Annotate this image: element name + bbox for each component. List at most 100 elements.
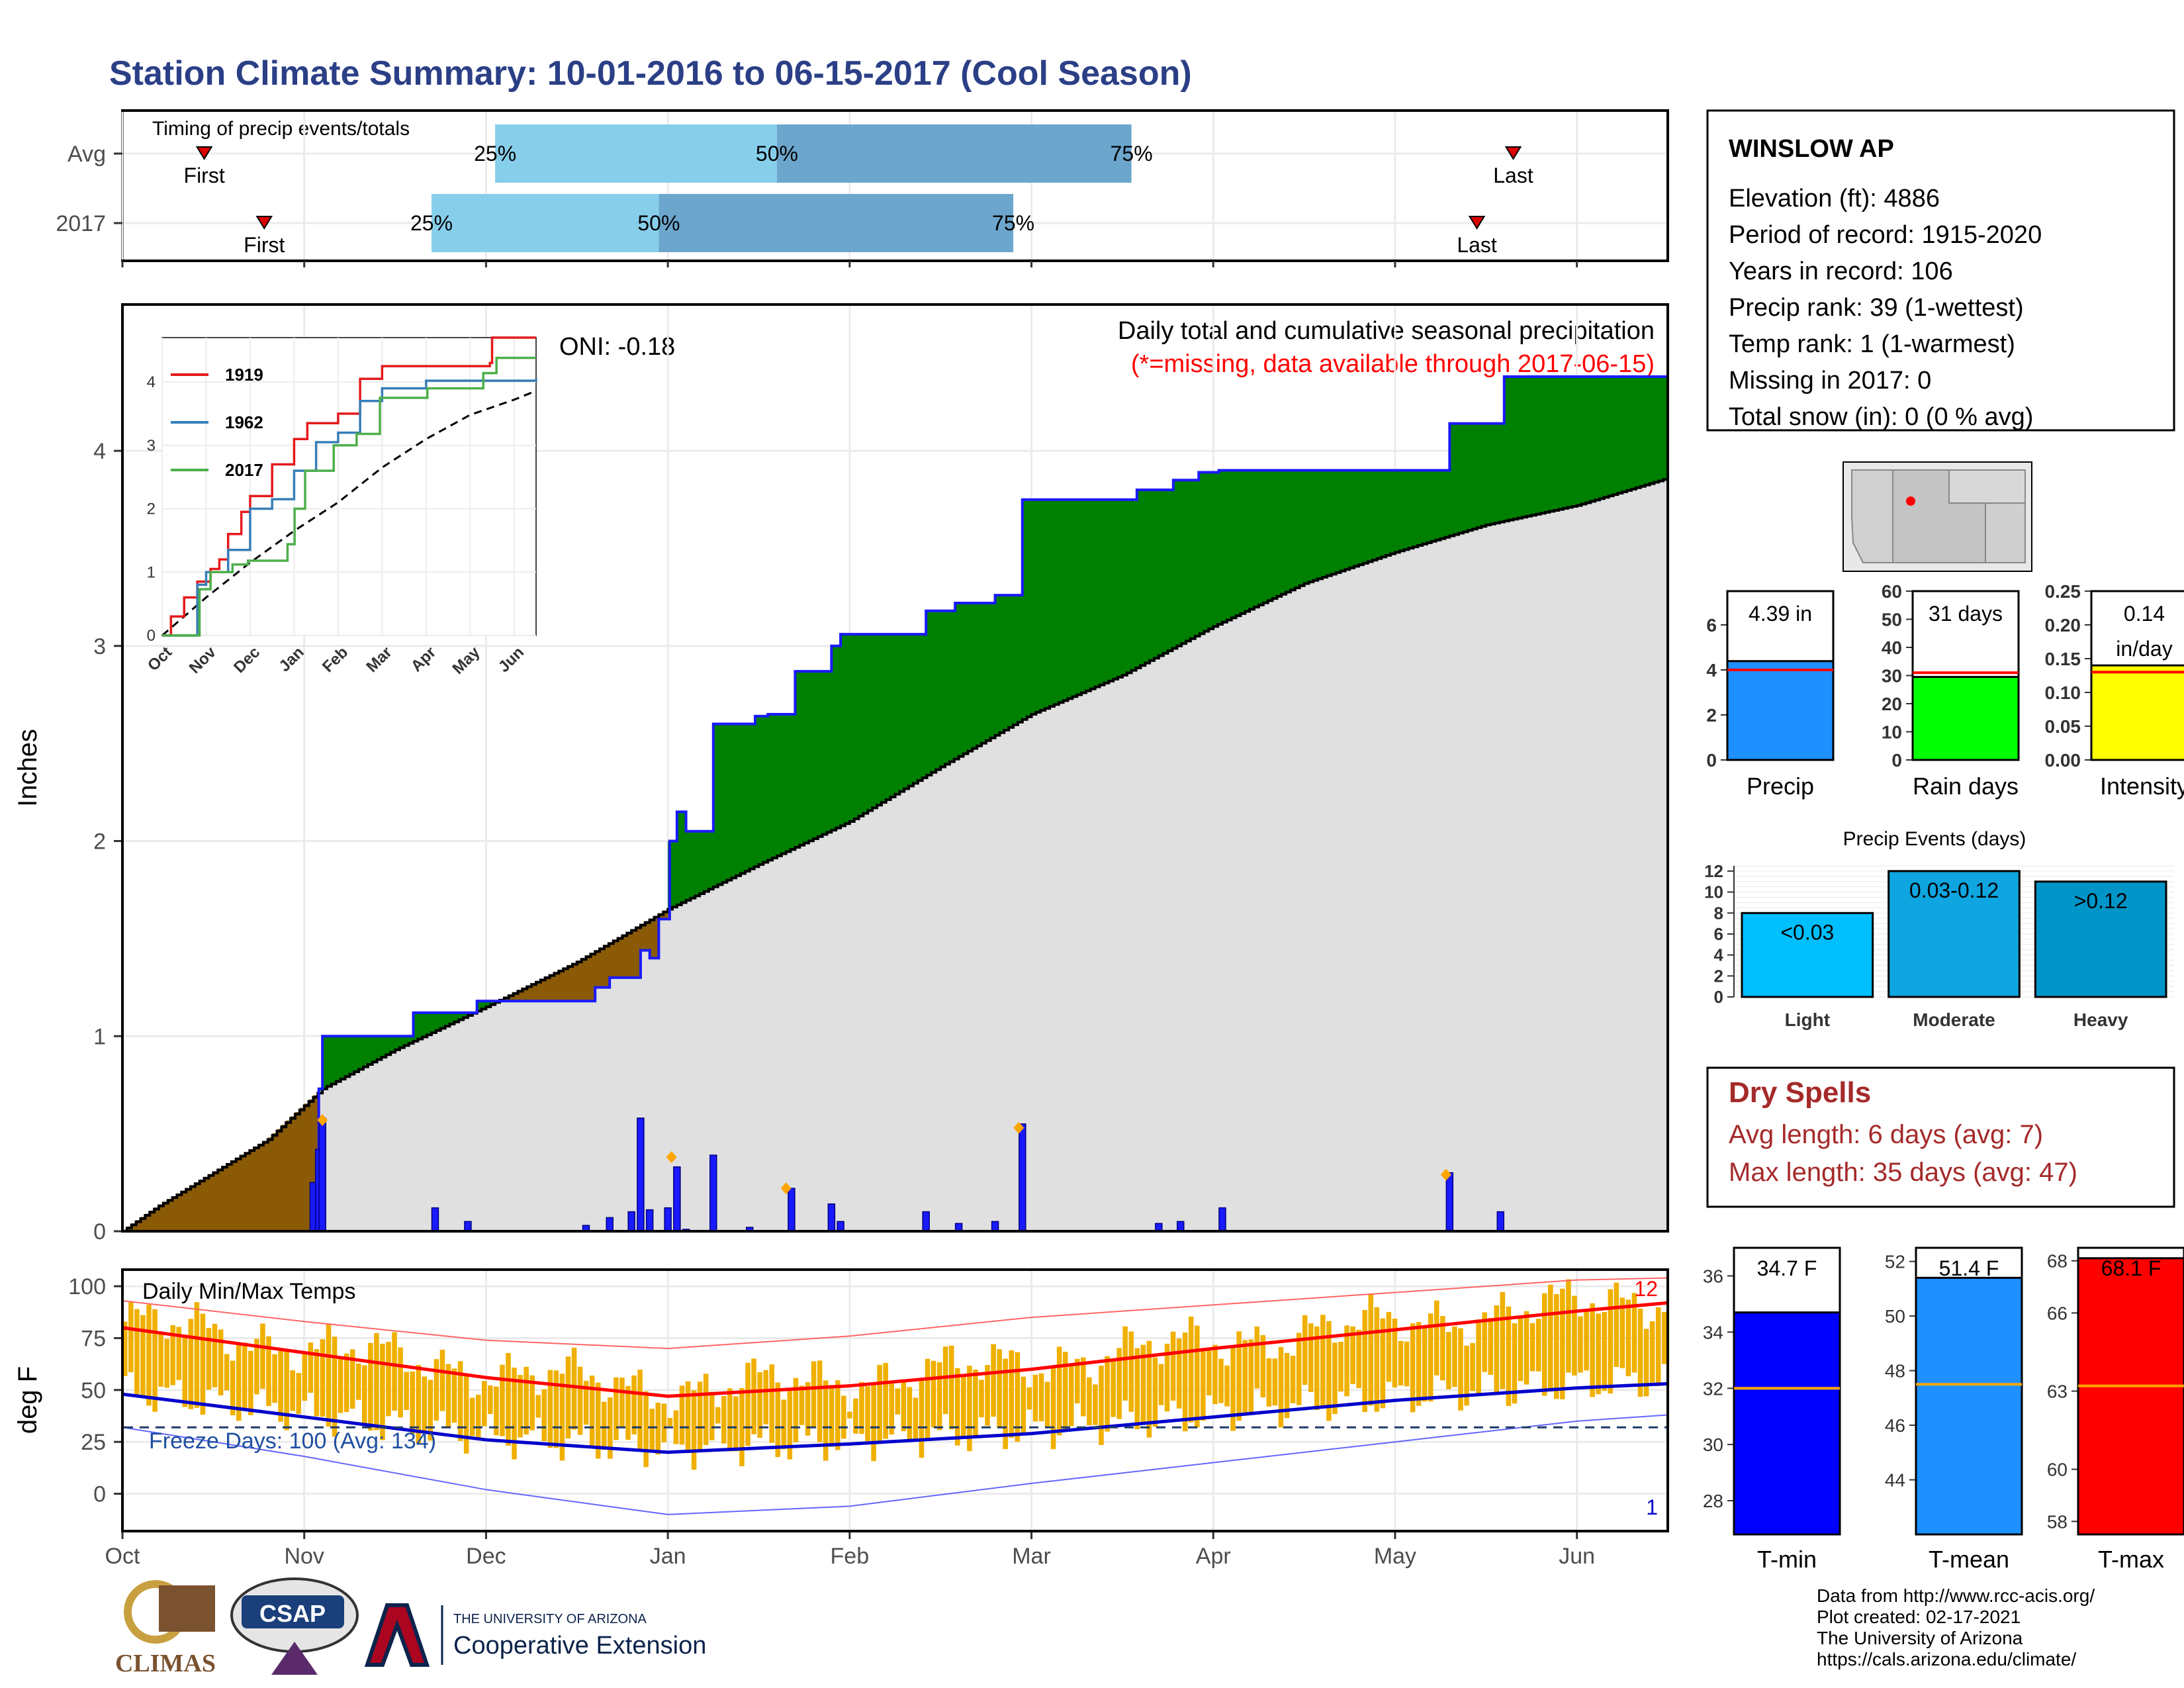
above-normal-fill (372, 1036, 378, 1061)
above-normal-fill (1549, 377, 1555, 511)
events-category-label: Light (1785, 1009, 1830, 1030)
ua-a-icon (364, 1603, 430, 1667)
above-normal-fill (1576, 377, 1582, 505)
below-normal-fill (204, 1176, 210, 1231)
daily-precip-bar (922, 1211, 930, 1232)
above-normal-fill (1295, 470, 1300, 587)
below-normal-fill (513, 992, 519, 1002)
daily-temp-bar (1566, 1279, 1571, 1373)
summary-bar-precip (1726, 660, 1835, 761)
above-normal-fill (1608, 377, 1614, 496)
tempbar-y-tick-label: 66 (2047, 1303, 2068, 1323)
above-normal-fill (904, 634, 909, 788)
above-normal-fill (399, 1036, 405, 1047)
above-normal-fill (1467, 423, 1473, 530)
state-shape (1985, 502, 2026, 563)
station-info-line: Temp rank: 1 (1-warmest) (1729, 330, 2015, 358)
daily-temp-bar (942, 1346, 948, 1415)
month-tick-label: Nov (284, 1544, 324, 1569)
daily-temp-bar (817, 1360, 823, 1442)
above-normal-fill (854, 634, 860, 818)
daily-temp-bar (242, 1342, 248, 1410)
above-normal-fill (1136, 490, 1141, 667)
daily-temp-bar (1170, 1331, 1176, 1401)
above-normal-fill (995, 595, 1001, 734)
daily-temp-bar (847, 1411, 852, 1419)
above-normal-fill (1050, 499, 1055, 706)
daily-precip-bar (1177, 1221, 1185, 1232)
daily-temp-bar (236, 1344, 242, 1421)
precip-y-tick-label: 2 (93, 829, 106, 855)
above-normal-fill (1527, 377, 1532, 516)
above-normal-fill (1563, 377, 1569, 508)
above-normal-fill (1186, 480, 1191, 640)
above-normal-fill (1063, 499, 1069, 700)
above-normal-fill (999, 595, 1005, 731)
dry-spells-frame (1706, 1066, 2175, 1208)
below-normal-fill (208, 1174, 214, 1231)
above-normal-fill (377, 1036, 383, 1058)
precip-panel: Inches Daily total and cumulative season… (13, 303, 1669, 1244)
above-normal-fill (1104, 499, 1109, 682)
daily-temp-bar (733, 1396, 739, 1452)
below-normal-fill (218, 1168, 223, 1231)
above-normal-fill (917, 634, 923, 780)
above-normal-fill (1122, 499, 1128, 675)
above-normal-fill (1490, 423, 1496, 524)
above-normal-fill (477, 1001, 482, 1010)
above-normal-fill (1090, 499, 1096, 688)
above-normal-fill (386, 1036, 391, 1054)
daily-temp-bar (829, 1385, 835, 1447)
daily-temp-bar (535, 1395, 541, 1418)
above-normal-fill (817, 671, 823, 836)
events-category-label: Moderate (1913, 1009, 1995, 1030)
daily-temp-bar (296, 1373, 302, 1414)
below-normal-fill (545, 976, 551, 1002)
above-normal-fill (1172, 480, 1177, 647)
above-normal-fill (849, 634, 855, 820)
tempbar-y-tick-label: 48 (1885, 1361, 1905, 1382)
above-normal-fill (822, 671, 828, 833)
above-normal-fill (1231, 470, 1237, 617)
footer-credit-line: https://cals.arizona.edu/climate/ (1817, 1649, 2076, 1669)
daily-temp-bar (1464, 1345, 1469, 1406)
above-normal-fill (1408, 470, 1414, 548)
daily-temp-bar (1224, 1365, 1230, 1407)
daily-temp-bar (823, 1380, 829, 1461)
daily-temp-bar (140, 1315, 146, 1397)
above-normal-fill (985, 602, 991, 739)
below-normal-fill (163, 1201, 169, 1231)
daily-temp-bar (134, 1309, 140, 1397)
temp-y-tick-label: 0 (93, 1482, 106, 1507)
daily-temp-bar (439, 1349, 445, 1411)
above-normal-fill (1627, 377, 1632, 490)
below-normal-fill (622, 934, 627, 978)
summary-y-tick-label: 2 (1706, 705, 1717, 726)
above-normal-fill (968, 602, 973, 750)
above-normal-fill (776, 714, 782, 855)
above-normal-fill (432, 1012, 437, 1032)
daily-temp-bar (919, 1380, 925, 1458)
above-normal-fill (1095, 499, 1101, 686)
daily-temp-bar (1529, 1323, 1535, 1372)
daily-temp-bar (961, 1376, 966, 1439)
tempbar-label: T-max (2098, 1546, 2164, 1573)
daily-temp-bar (799, 1385, 805, 1425)
page-title: Station Climate Summary: 10-01-2016 to 0… (109, 54, 1192, 93)
above-normal-fill (1463, 423, 1469, 532)
daily-temp-bar (619, 1378, 625, 1427)
above-normal-fill (827, 671, 832, 831)
summary-bar-label: Precip (1747, 773, 1814, 800)
daily-temp-bar (1242, 1340, 1248, 1416)
above-normal-fill (1499, 423, 1505, 522)
daily-temp-bar (1050, 1368, 1056, 1450)
timing-last-marker-icon (1468, 216, 1486, 230)
daily-precip-bar (637, 1117, 645, 1232)
daily-temp-bar (602, 1401, 607, 1450)
precip-annotation: Daily total and cumulative seasonal prec… (1118, 317, 1655, 345)
above-normal-fill (427, 1012, 432, 1034)
daily-temp-bar (1506, 1306, 1512, 1406)
timing-bar-50-75 (659, 194, 1014, 252)
daily-temp-bar (230, 1360, 236, 1416)
daily-temp-bar (1146, 1340, 1152, 1438)
